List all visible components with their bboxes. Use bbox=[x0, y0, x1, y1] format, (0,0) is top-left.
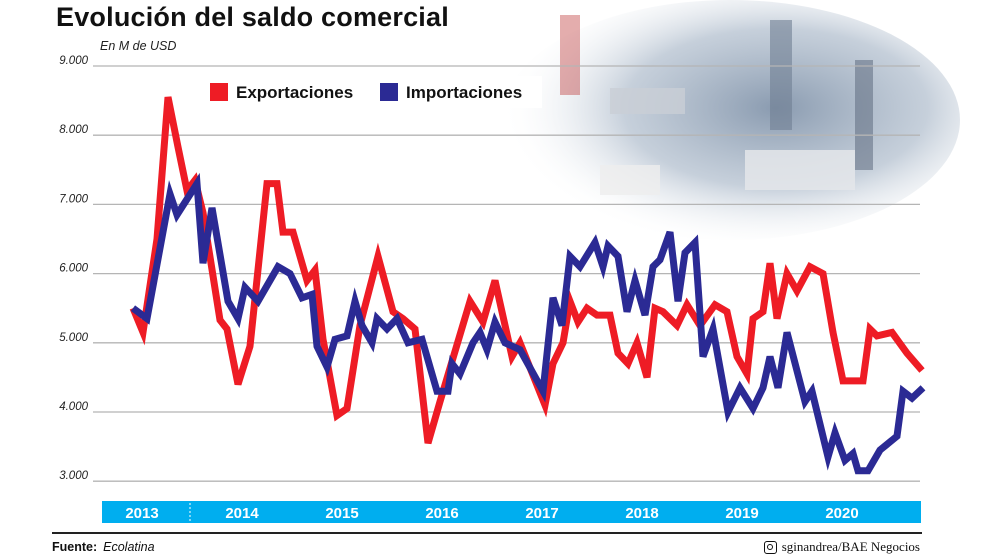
credit: sginandrea/BAE Negocios bbox=[763, 539, 920, 555]
y-tick-label: 7.000 bbox=[59, 193, 88, 205]
y-tick-label: 4.000 bbox=[59, 401, 88, 413]
legend-label-importaciones: Importaciones bbox=[406, 83, 522, 102]
footer-divider bbox=[52, 532, 922, 534]
legend: Exportaciones Importaciones bbox=[200, 76, 542, 108]
y-tick-label: 9.000 bbox=[59, 55, 88, 67]
x-tick-label: 2019 bbox=[725, 505, 758, 522]
y-tick-label: 8.000 bbox=[59, 124, 88, 136]
x-tick-label: 2018 bbox=[625, 505, 658, 522]
source-note: Fuente: Ecolatina bbox=[52, 540, 155, 554]
source-name: Ecolatina bbox=[103, 540, 155, 554]
year-axis-bar: 2013 2014 2015 2016 2017 2018 2019 2020 bbox=[102, 501, 921, 523]
legend-label-exportaciones: Exportaciones bbox=[236, 83, 353, 102]
x-tick-label: 2020 bbox=[825, 505, 858, 522]
x-tick-label: 2016 bbox=[425, 505, 458, 522]
x-tick-label: 2015 bbox=[325, 505, 358, 522]
unit-label: En M de USD bbox=[100, 39, 177, 53]
chart-title: Evolución del saldo comercial bbox=[56, 2, 449, 32]
instagram-icon bbox=[763, 540, 777, 554]
x-tick-label: 2014 bbox=[225, 505, 259, 522]
source-label: Fuente: bbox=[52, 540, 98, 554]
legend-swatch-importaciones bbox=[380, 83, 398, 101]
credit-text: sginandrea/BAE Negocios bbox=[781, 539, 920, 554]
port-photo bbox=[500, 0, 960, 240]
series-importaciones bbox=[130, 172, 926, 475]
x-tick-label: 2017 bbox=[525, 505, 558, 522]
series-exportaciones bbox=[129, 96, 925, 445]
legend-swatch-exportaciones bbox=[210, 83, 228, 101]
y-tick-label: 6.000 bbox=[59, 263, 88, 275]
y-tick-label: 3.000 bbox=[59, 470, 88, 482]
y-tick-label: 5.000 bbox=[59, 332, 88, 344]
series-line-exportaciones bbox=[129, 96, 925, 445]
x-tick-label: 2013 bbox=[125, 505, 158, 522]
